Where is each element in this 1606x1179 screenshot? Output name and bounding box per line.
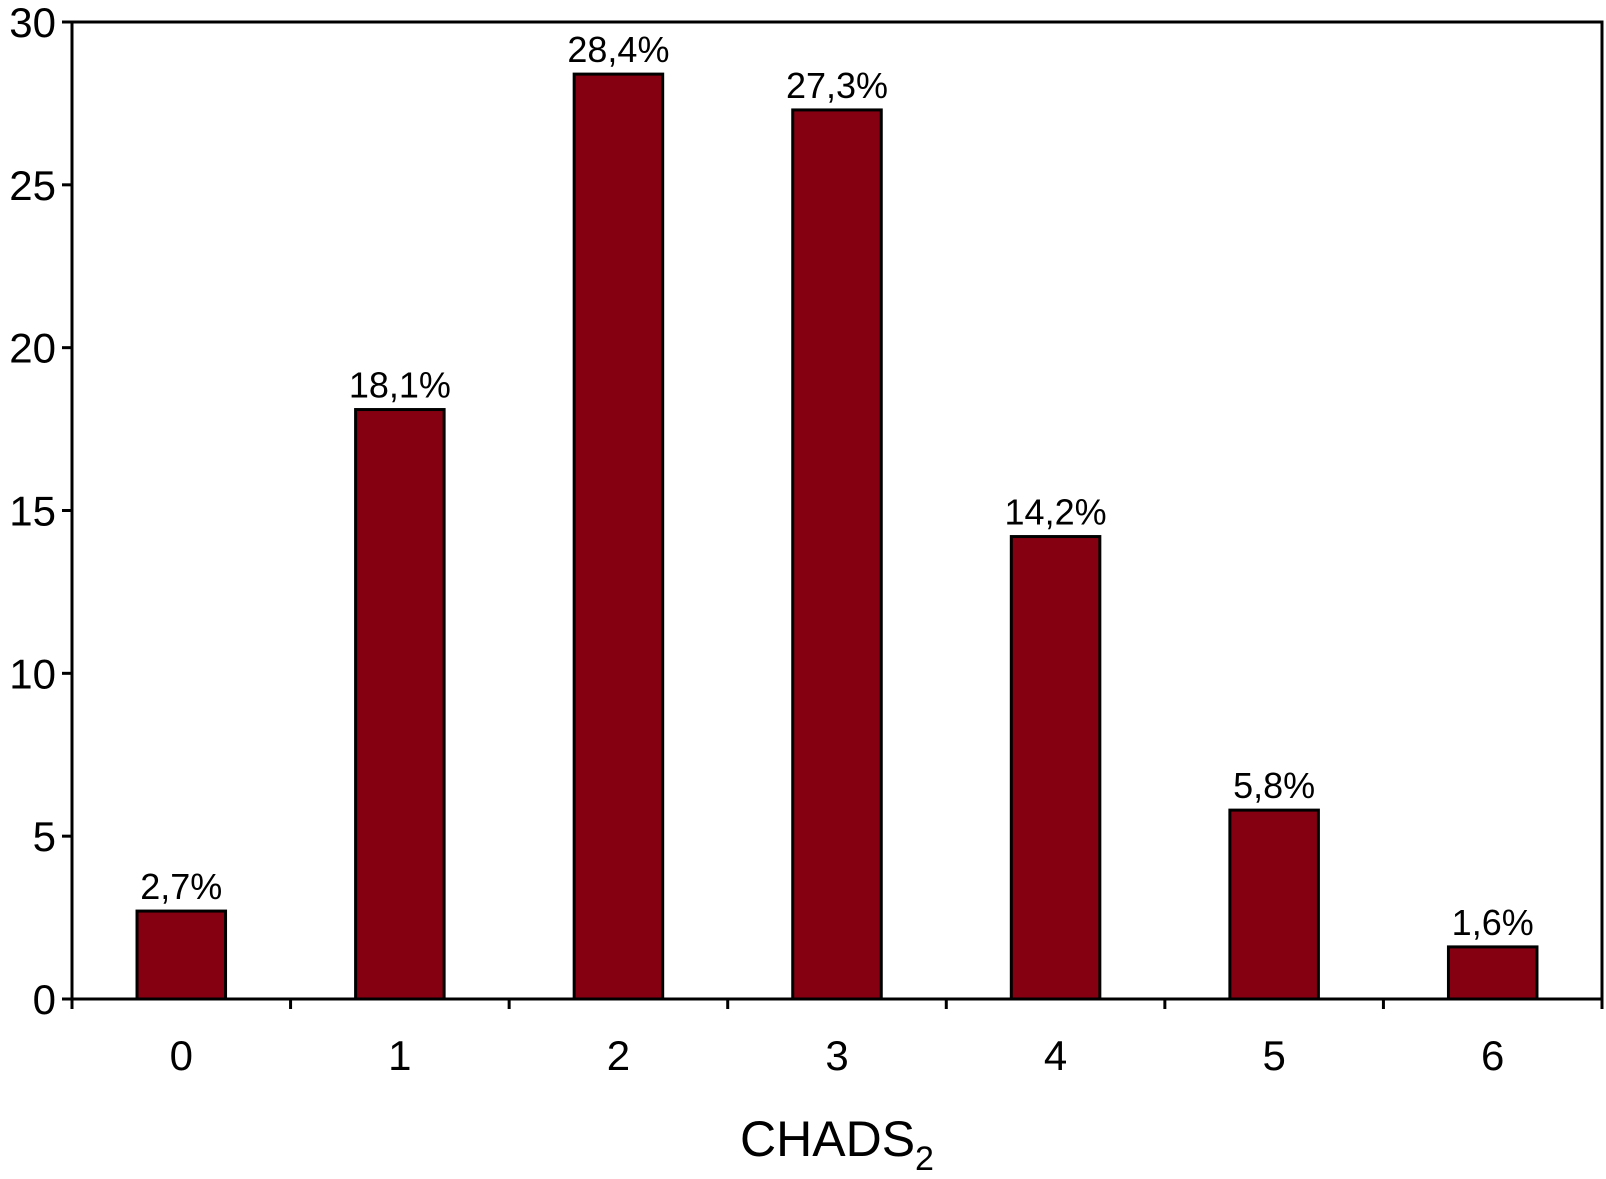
bar-value-label: 18,1% (349, 365, 451, 406)
bar (1446, 945, 1539, 1001)
x-tick-label: 0 (170, 1032, 193, 1079)
bar (1009, 535, 1102, 1001)
y-tick-label: 15 (9, 488, 56, 535)
y-tick-label: 5 (33, 813, 56, 860)
bar-value-labels: 2,7% 18,1% 28,4% 27,3% 14,2% 5,8% 1,6% (140, 29, 1533, 943)
x-tick-label: 3 (825, 1032, 848, 1079)
bar-value-label: 14,2% (1005, 492, 1107, 533)
plot-frame (70, 20, 1604, 1001)
x-tick-label: 4 (1044, 1032, 1067, 1079)
x-axis-title-subscript: 2 (915, 1140, 934, 1178)
x-axis-title: CHADS2 (740, 1111, 934, 1178)
bar (572, 72, 665, 1001)
y-tick-label: 25 (9, 162, 56, 209)
x-axis-title-main: CHADS (740, 1111, 915, 1167)
bar (791, 108, 883, 1001)
bar-value-label: 27,3% (786, 65, 888, 106)
x-axis-ticks: 0 1 2 3 4 5 6 (70, 999, 1604, 1079)
bars (135, 72, 1539, 1001)
bar-value-label: 2,7% (140, 866, 222, 907)
bar-value-label: 1,6% (1452, 902, 1534, 943)
bar (135, 909, 228, 1001)
x-tick-label: 6 (1481, 1032, 1504, 1079)
y-tick-label: 0 (33, 976, 56, 1023)
x-tick-label: 5 (1262, 1032, 1285, 1079)
bar (1228, 808, 1320, 1001)
bar-value-label: 5,8% (1233, 765, 1315, 806)
y-axis-ticks: 0 5 10 15 20 25 30 (9, 0, 72, 1023)
bar (354, 408, 446, 1001)
x-tick-label: 2 (607, 1032, 630, 1079)
x-tick-label: 1 (388, 1032, 411, 1079)
bar-value-label: 28,4% (567, 29, 669, 70)
y-tick-label: 10 (9, 650, 56, 697)
y-tick-label: 20 (9, 325, 56, 372)
y-tick-label: 30 (9, 0, 56, 46)
